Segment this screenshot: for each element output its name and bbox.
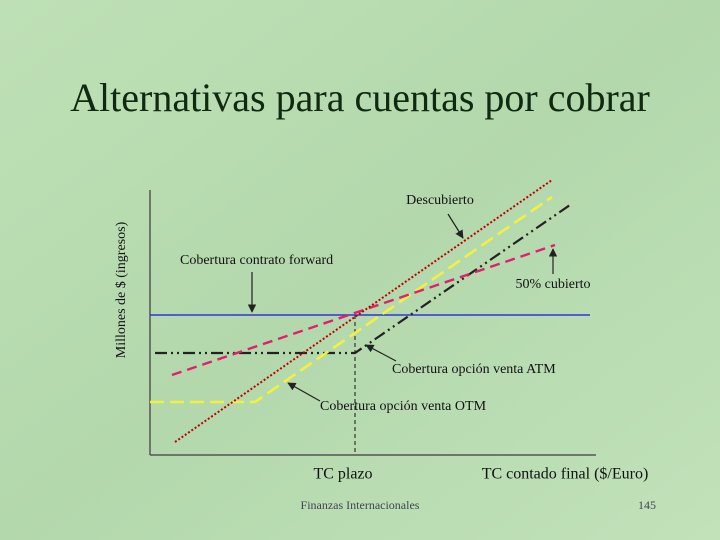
atm-line: [155, 204, 571, 355]
y-axis-label: Millones de $ (ingresos): [114, 221, 129, 358]
page-number: 145: [638, 498, 656, 512]
unhedged-label: Descubierto: [406, 193, 474, 208]
arrow: [365, 344, 397, 362]
half-hedged-line: [171, 243, 556, 377]
x-axis-label: TC contado final ($/Euro): [482, 466, 649, 483]
otm-label: Cobertura opción venta OTM: [320, 399, 487, 414]
atm-label: Cobertura opción venta ATM: [392, 362, 556, 377]
arrow: [447, 213, 464, 239]
arrow: [287, 382, 321, 402]
unhedged-line: [174, 179, 553, 443]
x-forward-label: TC plazo: [313, 466, 372, 483]
half-label: 50% cubierto: [515, 277, 590, 292]
forward-label: Cobertura contrato forward: [180, 253, 333, 268]
otm-line: [150, 195, 553, 404]
footer-text: Finanzas Internacionales: [301, 498, 420, 512]
title: Alternativas para cuentas por cobrar: [70, 75, 650, 120]
